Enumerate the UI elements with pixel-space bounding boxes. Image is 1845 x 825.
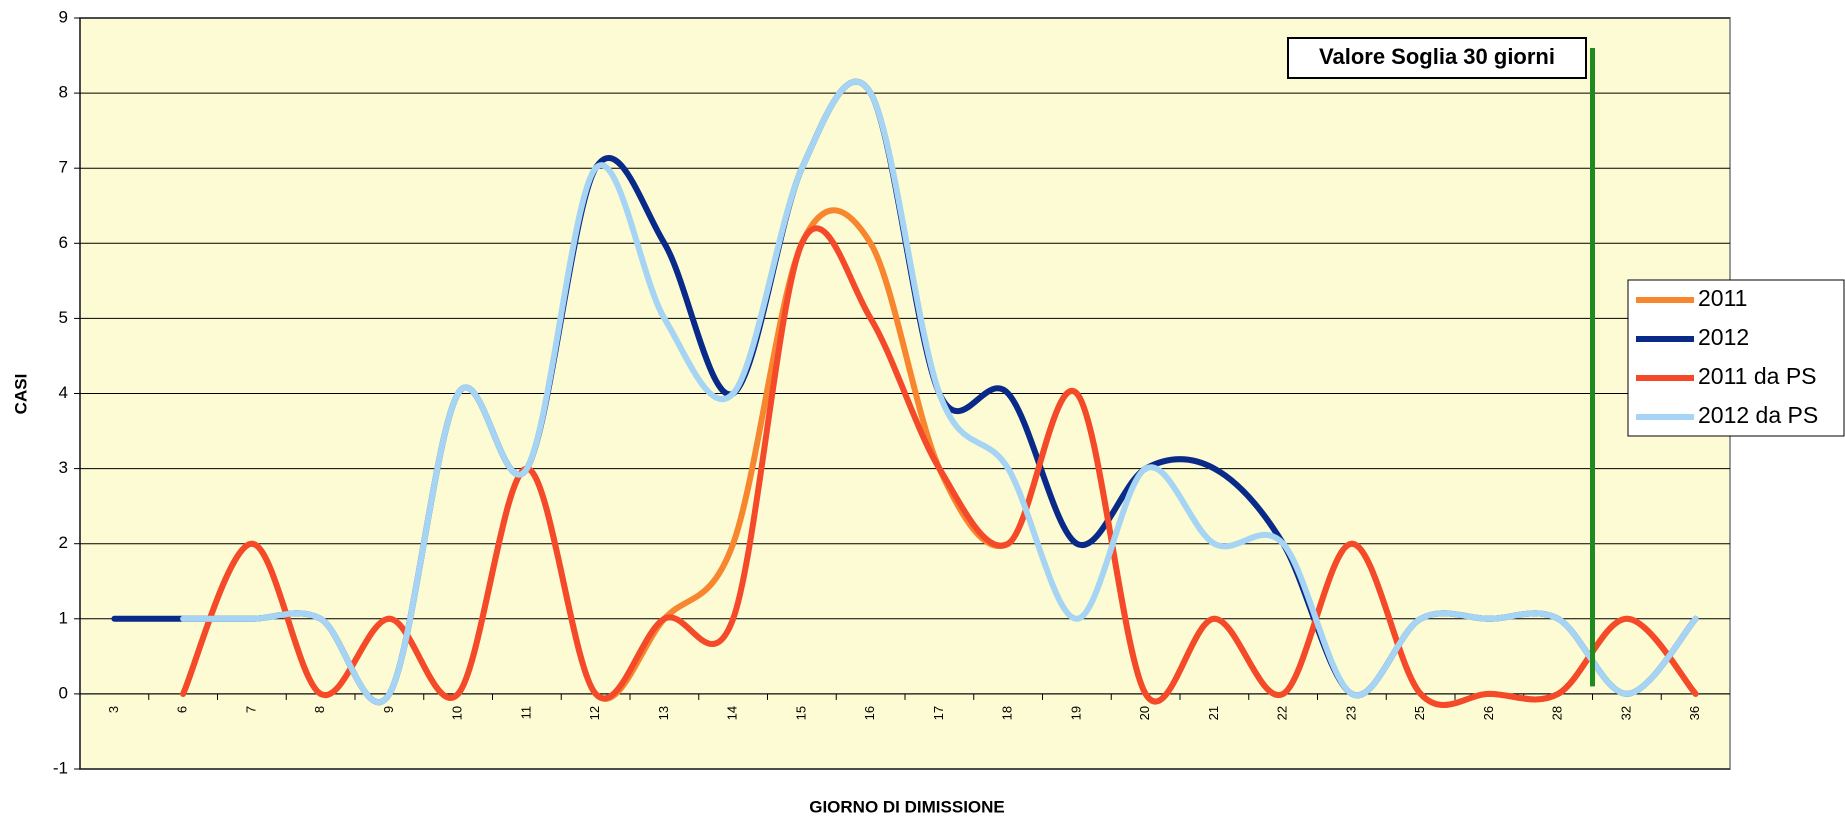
legend-label: 2012 da PS — [1698, 402, 1818, 428]
x-tick-label: 28 — [1550, 706, 1565, 720]
x-tick-label: 7 — [243, 706, 258, 713]
x-tick-label: 19 — [1068, 706, 1083, 720]
y-tick-label: 0 — [59, 683, 68, 702]
x-tick-label: 14 — [725, 706, 740, 720]
x-tick-label: 17 — [931, 706, 946, 720]
x-axis-label: GIORNO DI DIMISSIONE — [809, 797, 1005, 816]
y-tick-label: 3 — [59, 458, 68, 477]
annotation-box — [1287, 37, 1587, 79]
legend-label: 2011 da PS — [1698, 363, 1817, 389]
y-tick-label: 9 — [59, 7, 68, 26]
x-tick-label: 9 — [381, 706, 396, 713]
x-tick-label: 22 — [1275, 706, 1290, 720]
y-tick-label: -1 — [53, 758, 68, 777]
y-tick-label: 7 — [59, 158, 68, 177]
legend-box — [1627, 279, 1845, 437]
x-tick-label: 12 — [587, 706, 602, 720]
x-tick-label: 20 — [1137, 706, 1152, 720]
y-tick-label: 6 — [59, 233, 68, 252]
series-line — [180, 225, 1699, 708]
legend-label: 2011 — [1698, 285, 1747, 311]
legend-label: 2012 — [1698, 324, 1749, 350]
x-tick-label: 25 — [1412, 706, 1427, 720]
x-tick-label: 36 — [1687, 706, 1702, 720]
y-tick-label: 4 — [59, 383, 68, 402]
x-tick-label: 13 — [656, 706, 671, 720]
x-tick-label: 16 — [862, 706, 877, 720]
y-axis-label: CASI — [11, 374, 30, 415]
annotation: Valore Soglia 30 giorni — [1319, 44, 1555, 69]
x-tick-label: 26 — [1481, 706, 1496, 720]
y-tick-label: 5 — [59, 308, 68, 327]
x-tick-label: 21 — [1206, 706, 1221, 720]
x-tick-label: 3 — [106, 706, 121, 713]
x-tick-label: 6 — [175, 706, 190, 713]
y-tick-label: 2 — [59, 533, 68, 552]
y-tick-label: 8 — [59, 83, 68, 102]
series-line — [180, 78, 1699, 706]
x-tick-label: 15 — [793, 706, 808, 720]
x-tick-label: 23 — [1343, 706, 1358, 720]
x-tick-label: 32 — [1618, 706, 1633, 720]
y-tick-label: 1 — [59, 608, 68, 627]
x-tick-label: 11 — [518, 706, 533, 720]
x-tick-label: 18 — [1000, 706, 1015, 720]
x-tick-label: 10 — [450, 706, 465, 720]
x-tick-label: 8 — [312, 706, 327, 713]
